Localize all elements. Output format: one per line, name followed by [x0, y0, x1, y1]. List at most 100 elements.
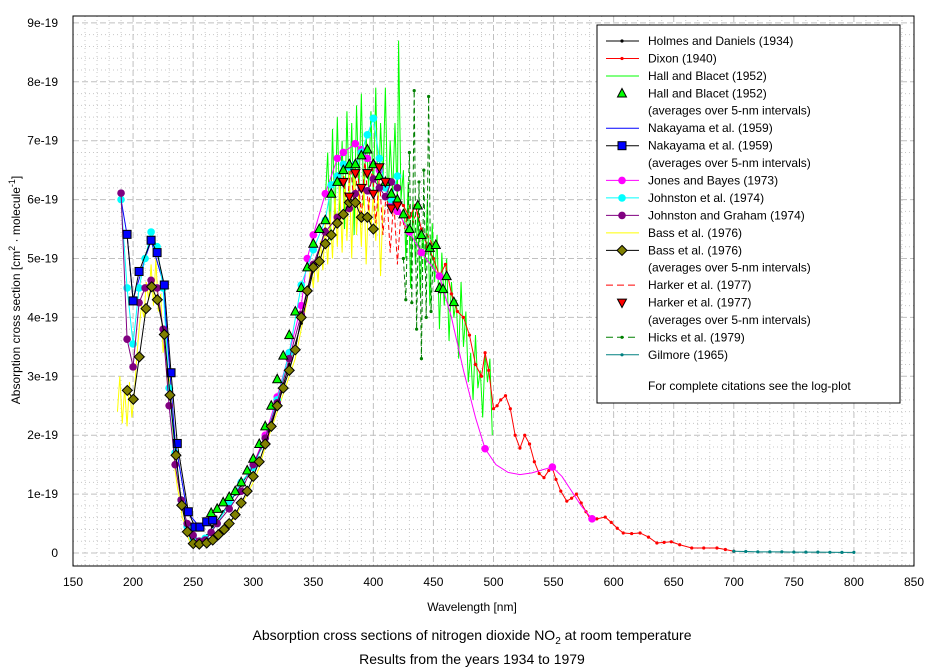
data-point	[369, 175, 378, 183]
data-point	[375, 154, 384, 163]
data-point	[121, 384, 134, 397]
legend-label: Harker et al. (1977)	[648, 296, 751, 310]
data-point	[349, 196, 362, 209]
x-tick-label: 700	[724, 575, 744, 589]
data-point	[362, 169, 373, 180]
data-point	[235, 497, 247, 509]
legend: Holmes and Daniels (1934) Dixon (1940) Hal…	[596, 24, 901, 404]
x-axis-label: Wavelength [nm]	[427, 600, 517, 614]
series-line-curve	[438, 276, 593, 520]
series-johnston-and-graham-1974	[117, 175, 402, 546]
series-bass-et-al-1976-avg	[121, 196, 380, 550]
data-point	[241, 464, 253, 475]
data-point	[392, 201, 403, 212]
data-point	[313, 222, 325, 234]
data-point	[386, 187, 397, 198]
data-point	[621, 531, 625, 535]
data-point	[356, 149, 367, 160]
data-point	[744, 549, 748, 554]
data-point	[208, 515, 218, 525]
data-point	[223, 517, 235, 530]
legend-item: Hall and Blacet (1952) (averages over 5-n…	[616, 87, 811, 118]
legend-label: Harker et al. (1977)	[648, 278, 751, 292]
data-point	[325, 229, 338, 241]
data-point	[417, 248, 426, 257]
legend-label-line2: (averages over 5-nm intervals)	[648, 156, 811, 170]
data-point	[487, 368, 491, 373]
legend-swatch-marker	[617, 141, 627, 151]
title-sub: 2	[555, 635, 561, 647]
series-harker-et-al-1977	[342, 158, 434, 265]
data-point	[129, 363, 137, 371]
data-point	[146, 235, 156, 245]
data-point	[380, 177, 391, 188]
data-point	[362, 143, 373, 154]
legend-label: Nakayama et al. (1959)	[648, 121, 773, 135]
data-point	[483, 351, 487, 355]
series-holmes-and-daniels-1934	[205, 227, 327, 537]
data-point	[828, 550, 832, 554]
y-label-sup2: -1	[7, 179, 17, 187]
legend-item: Gilmore (1965)	[606, 348, 728, 362]
legend-item: Harker et al. (1977)	[606, 278, 751, 292]
data-point	[542, 476, 546, 480]
legend-swatch-marker	[620, 56, 624, 61]
data-point	[327, 181, 336, 189]
legend-label: Hall and Blacet (1952)	[648, 69, 767, 83]
data-point	[381, 192, 390, 201]
data-point	[319, 214, 331, 225]
data-point	[481, 444, 489, 453]
data-point	[207, 534, 219, 546]
data-point	[367, 223, 380, 235]
legend-item: Holmes and Daniels (1934)	[606, 34, 793, 48]
series-harker-et-al-1977-avg	[337, 163, 403, 215]
series-line	[342, 158, 434, 265]
legend-label-line2: (averages over 5-nm intervals)	[648, 104, 811, 118]
data-point	[283, 364, 295, 377]
legend-label: Hicks et al. (1979)	[648, 330, 745, 344]
data-point	[277, 349, 289, 360]
data-point	[133, 351, 146, 363]
data-point	[386, 204, 397, 215]
x-tick-label: 800	[844, 575, 864, 589]
tick-labels: 150 200 250 300 350 400 450 500 550 600 650 700 750 8…	[27, 16, 924, 589]
data-point	[235, 476, 247, 487]
x-tick-label: 850	[904, 575, 924, 589]
data-point	[630, 531, 634, 536]
data-point	[780, 550, 784, 554]
data-point	[158, 328, 171, 341]
data-point	[669, 540, 673, 544]
data-point	[123, 335, 131, 343]
data-point	[412, 199, 424, 210]
legend-label: Dixon (1940)	[648, 52, 717, 66]
data-point	[350, 169, 361, 180]
data-point	[417, 180, 421, 184]
data-point	[363, 186, 372, 195]
legend-label: Bass et al. (1976)	[648, 243, 742, 257]
x-tick-label: 500	[483, 575, 503, 589]
x-tick-label: 550	[544, 575, 564, 589]
series-nakayama-et-al-1959-avg	[122, 229, 218, 532]
data-point	[702, 546, 706, 550]
data-point	[404, 298, 408, 302]
legend-item: Harker et al. (1977) (averages over 5-nm …	[616, 296, 811, 327]
series-layer	[116, 40, 856, 555]
data-point	[723, 547, 727, 552]
data-point	[259, 438, 271, 450]
legend-swatch-marker	[618, 211, 626, 220]
data-point	[518, 446, 522, 450]
legend-box	[596, 24, 901, 404]
data-point	[404, 222, 415, 234]
data-point	[495, 404, 499, 408]
data-point	[419, 357, 424, 361]
series-bass-et-al-1976	[116, 164, 384, 549]
data-point	[261, 434, 270, 442]
data-point	[508, 407, 512, 411]
legend-item: Nakayama et al. (1959)	[606, 121, 773, 135]
data-point	[816, 550, 820, 554]
legend-swatch-marker	[620, 353, 624, 357]
data-point	[615, 526, 619, 530]
data-point	[547, 468, 551, 473]
legend-swatch-marker	[616, 244, 628, 257]
